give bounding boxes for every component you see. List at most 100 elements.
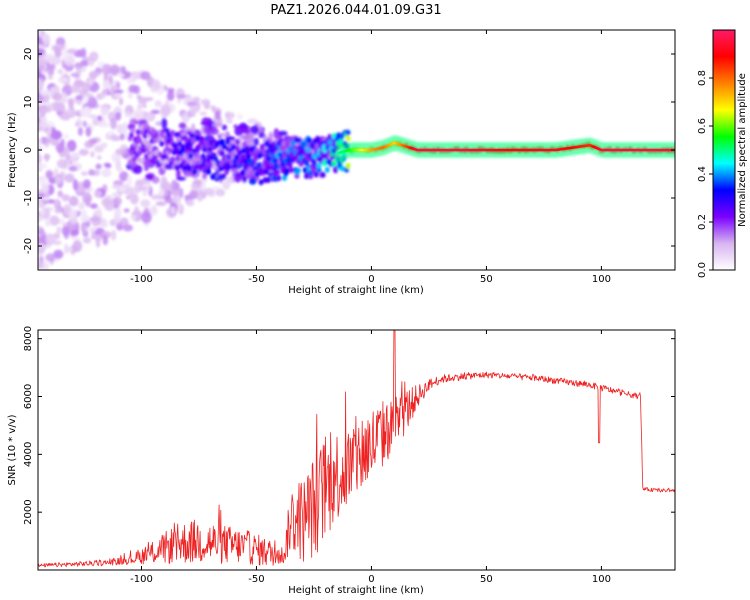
- heatmap-ridge-blob: [204, 141, 210, 148]
- heatmap-noise-blob: [70, 72, 79, 78]
- heatmap-ridge-blob: [313, 171, 319, 178]
- heatmap-noise-blob: [62, 49, 68, 62]
- heatmap-noise-blob: [176, 168, 181, 179]
- heatmap-noise-blob: [38, 193, 46, 198]
- heatmap-noise-blob: [101, 168, 112, 178]
- heatmap-noise-blob: [70, 229, 79, 237]
- heatmap-ridge-blob: [309, 142, 315, 149]
- heatmap-ridge-blob: [152, 154, 158, 161]
- heatmap-noise-blob: [157, 188, 165, 197]
- heatmap-noise-blob: [186, 199, 195, 207]
- heatmap-ridge-blob: [235, 138, 241, 145]
- heatmap-noise-blob: [176, 94, 187, 99]
- heatmap-noise-blob: [38, 120, 49, 129]
- heatmap-noise-blob: [38, 35, 42, 46]
- heatmap-ridge-blob: [186, 165, 192, 172]
- heatmap-noise-blob: [199, 111, 208, 116]
- colorbar-label: Normalized spectral amplitude: [737, 73, 748, 227]
- heatmap-noise-blob: [82, 237, 92, 244]
- heatmap-noise-blob: [50, 130, 62, 140]
- heatmap-noise-blob: [84, 107, 92, 117]
- heatmap-ridge-blob: [225, 138, 231, 145]
- heatmap-noise-blob: [115, 111, 122, 121]
- heatmap-noise-blob: [119, 97, 124, 106]
- heatmap-noise-blob: [145, 113, 154, 121]
- heatmap-ridge-blob: [246, 153, 252, 160]
- heatmap-ridge-blob: [265, 177, 271, 184]
- heatmap-ridge-blob: [247, 158, 253, 165]
- heatmap-ridge-blob: [213, 155, 219, 162]
- heatmap-noise-blob: [137, 96, 148, 105]
- heatmap-ridge-blob: [320, 171, 326, 178]
- heatmap-noise-blob: [218, 132, 229, 137]
- heatmap-ridge-blob: [316, 162, 322, 169]
- heatmap-noise-blob: [124, 111, 131, 118]
- heatmap-noise-blob: [38, 225, 42, 231]
- heatmap-noise-blob: [42, 261, 49, 270]
- snr-y-tick-label: 4000: [23, 442, 34, 467]
- heatmap-ridge-blob: [302, 167, 308, 174]
- heatmap-noise-blob: [58, 101, 65, 113]
- spectrogram-x-label: Height of straight line (km): [288, 285, 424, 296]
- heatmap-noise-blob: [141, 211, 152, 224]
- heatmap-noise-blob: [87, 96, 98, 108]
- heatmap-noise-blob: [44, 53, 56, 60]
- heatmap-noise-blob: [68, 208, 78, 219]
- heatmap-noise-blob: [119, 133, 125, 141]
- heatmap-ridge-blob: [178, 155, 184, 162]
- heatmap-noise-blob: [100, 121, 111, 128]
- heatmap-noise-blob: [150, 86, 157, 93]
- heatmap-noise-blob: [40, 89, 50, 96]
- heatmap-noise-blob: [45, 169, 54, 180]
- heatmap-noise-blob: [116, 124, 125, 134]
- heatmap-noise-blob: [171, 190, 181, 197]
- heatmap-noise-blob: [217, 190, 223, 197]
- heatmap-noise-blob: [110, 64, 120, 76]
- heatmap-noise-blob: [84, 188, 91, 194]
- heatmap-ridge-blob: [273, 163, 279, 170]
- heatmap-noise-blob: [171, 195, 181, 204]
- heatmap-noise-blob: [61, 91, 67, 104]
- snr-y-tick-label: 6000: [23, 384, 34, 409]
- heatmap-noise-blob: [214, 110, 221, 119]
- heatmap-noise-blob: [68, 165, 78, 172]
- heatmap-noise-blob: [79, 210, 88, 216]
- heatmap-noise-blob: [240, 123, 247, 131]
- heatmap-noise-blob: [78, 202, 86, 210]
- heatmap-noise-blob: [56, 158, 68, 169]
- heatmap-ridge-blob: [259, 143, 265, 150]
- heatmap-ridge-blob: [335, 132, 341, 139]
- heatmap-ridge-blob: [170, 156, 176, 163]
- snr-x-ticks: -100 -50 0 50 100: [130, 330, 611, 585]
- heatmap-noise-blob: [130, 71, 142, 78]
- heatmap-noise-blob: [247, 118, 258, 125]
- heatmap-noise-blob: [140, 71, 151, 81]
- heatmap-noise-blob: [204, 187, 215, 196]
- heatmap-ridge-blob: [218, 160, 224, 167]
- heatmap-noise-blob: [77, 127, 84, 136]
- heatmap-ridge-blob: [196, 144, 202, 151]
- heatmap-noise-blob: [44, 139, 52, 145]
- heatmap-ridge-blob: [254, 171, 260, 178]
- heatmap-noise-blob: [133, 108, 145, 121]
- heatmap-noise-blob: [129, 118, 138, 126]
- heatmap-noise-blob: [74, 62, 84, 70]
- heatmap-ridge-blob: [195, 134, 201, 141]
- heatmap-noise-blob: [113, 207, 122, 220]
- heatmap-noise-blob: [209, 127, 219, 135]
- heatmap-ridge-blob: [235, 145, 241, 152]
- heatmap-noise-blob: [38, 138, 43, 145]
- snr-panel: -100 -50 0 50 100 2000 4000 6000 8000 Height of…: [7, 326, 676, 596]
- spectrogram-x-tick-label: 0: [368, 274, 374, 285]
- heatmap-noise-blob: [123, 208, 130, 213]
- heatmap-noise-blob: [97, 115, 103, 122]
- heatmap-noise-blob: [95, 163, 102, 170]
- spectrogram-y-ticks: -20 -10 0 10 20: [23, 48, 675, 254]
- heatmap-noise-blob: [110, 85, 115, 97]
- heatmap-noise-blob: [115, 148, 126, 155]
- heatmap-noise-blob: [66, 108, 73, 115]
- heatmap-noise-blob: [144, 166, 149, 172]
- heatmap-noise-blob: [160, 104, 171, 117]
- heatmap-noise-blob: [149, 206, 158, 216]
- heatmap-noise-blob: [101, 219, 108, 229]
